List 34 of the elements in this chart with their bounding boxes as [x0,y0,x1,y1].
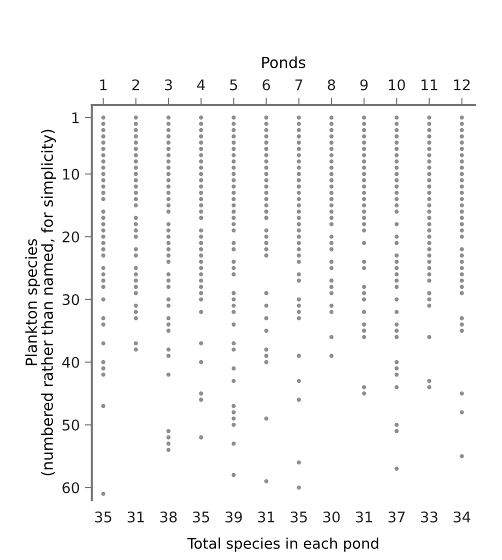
x-tick-label: 9 [360,79,368,90]
text: 33 [421,511,438,522]
x-tick-label: 4 [197,80,205,90]
x-tick-label: 6 [262,79,270,90]
x-tick-label: 10 [388,79,405,90]
text: 34 [454,511,470,522]
text: 39 [226,511,242,522]
text: 31 [258,511,274,522]
text: 38 [160,511,177,522]
x-axis-title: Ponds [262,56,306,68]
y-tick-label: 20 [62,231,80,242]
x-tick-label: 7 [295,80,302,90]
text: 35 [95,511,112,522]
text: 30 [323,511,340,522]
text: 37 [388,511,405,522]
y-tick-label: 1 [72,112,79,124]
x-tick-label: 12 [454,79,470,90]
y-axis-title: Plankton species (numbered rather than named, for simplicity) [25,130,56,476]
x-tick-label: 3 [164,79,172,90]
x-tick-label: 5 [230,80,238,90]
y-tick-label: 60 [62,482,80,494]
text: 31 [356,511,372,522]
x-tick-label: 8 [328,79,336,90]
x-tick-label: 11 [422,80,438,90]
text: Total species in each pond [187,538,378,552]
x-tick-label: 2 [132,79,140,90]
text: 35 [192,511,210,522]
y-tick-label: 30 [62,294,80,306]
x-tick-label: 1 [100,80,107,90]
y-tick-label: 10 [63,168,80,180]
y-tick-label: 50 [62,420,80,431]
text: 31 [128,511,144,522]
y-tick-label: 40 [62,356,80,368]
text: 35 [290,511,307,522]
